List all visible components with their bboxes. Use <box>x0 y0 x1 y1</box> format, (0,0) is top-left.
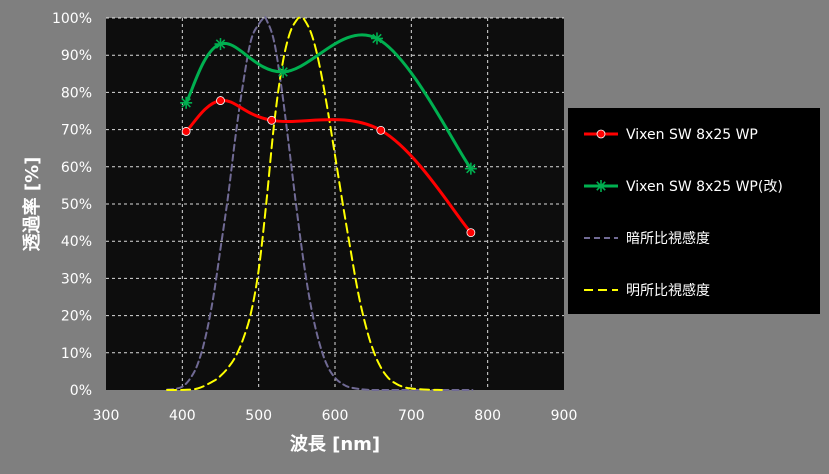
series-2-marker <box>370 32 383 45</box>
series-1-marker <box>376 125 386 135</box>
y-tick-label: 90% <box>61 48 92 64</box>
legend-label-1: Vixen SW 8x25 WP <box>626 127 758 143</box>
legend-label-2: Vixen SW 8x25 WP(改) <box>626 179 783 195</box>
legend-label-4: 明所比視感度 <box>626 282 710 299</box>
x-tick-label: 900 <box>551 408 578 424</box>
series-1-marker <box>267 115 277 125</box>
legend-swatches <box>584 129 618 291</box>
series-line-3 <box>166 15 474 392</box>
legend: Vixen SW 8x25 WP Vixen SW 8x25 WP(改) 暗所比… <box>568 108 820 314</box>
y-tick-label: 20% <box>61 309 92 325</box>
series-line-4 <box>166 16 443 392</box>
x-tick-label: 400 <box>169 408 196 424</box>
x-tick-label: 500 <box>245 408 272 424</box>
legend-swatch-marker-2 <box>595 180 607 192</box>
y-axis-title: 透過率 [%] <box>21 157 43 252</box>
tick-labels: 300 400 500 600 700 800 900 0% 10% 20% 30% 40% 50% 60… <box>52 11 577 424</box>
series-layer <box>166 15 474 392</box>
series-line-1 <box>184 99 473 235</box>
x-tick-label: 800 <box>474 408 501 424</box>
series-2-marker <box>180 96 193 109</box>
y-tick-label: 70% <box>61 123 92 139</box>
y-tick-label: 80% <box>61 85 92 101</box>
y-tick-label: 60% <box>61 160 92 176</box>
y-tick-label: 40% <box>61 234 92 250</box>
marker-layer <box>180 32 477 238</box>
series-1-marker <box>181 127 191 136</box>
x-axis-title: 波長 [nm] <box>290 433 380 455</box>
series-2-marker <box>464 162 477 175</box>
y-tick-label: 100% <box>52 11 92 27</box>
x-tick-label: 600 <box>322 408 349 424</box>
x-tick-label: 700 <box>398 408 425 424</box>
legend-swatch-marker-1 <box>596 129 606 139</box>
grid <box>106 17 564 390</box>
y-tick-label: 10% <box>61 346 92 362</box>
y-tick-label: 30% <box>61 271 92 287</box>
series-2-marker <box>277 65 290 78</box>
y-tick-label: 0% <box>70 383 92 399</box>
x-tick-label: 300 <box>93 408 120 424</box>
legend-box <box>568 108 820 314</box>
legend-label-3: 暗所比視感度 <box>626 230 710 247</box>
y-tick-label: 50% <box>61 197 92 213</box>
series-1-marker <box>466 228 476 238</box>
series-line-2 <box>184 33 473 171</box>
series-2-marker <box>214 38 227 51</box>
series-1-marker <box>216 96 225 105</box>
